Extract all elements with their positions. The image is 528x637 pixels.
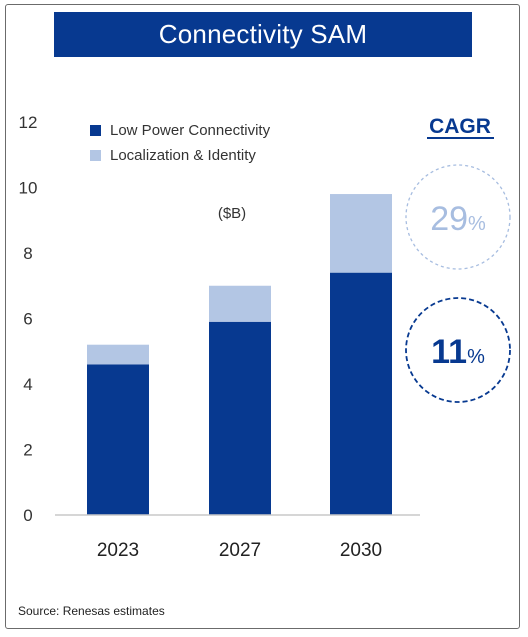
source-note: Source: Renesas estimates — [18, 604, 165, 618]
x-axis: 2023 2027 2030 — [97, 540, 382, 561]
unit-label: ($B) — [218, 205, 246, 222]
cagr-circle — [405, 164, 511, 270]
cagr-panel: CAGR 29% 11% — [405, 115, 511, 403]
y-tick-label: 4 — [23, 375, 32, 394]
cagr-header: CAGR — [429, 115, 491, 138]
bar-segment-low-power — [330, 272, 392, 515]
legend: Low Power Connectivity Localization & Ide… — [90, 122, 271, 164]
y-tick-label: 12 — [19, 113, 38, 132]
y-tick-label: 2 — [23, 441, 32, 460]
legend-label: Localization & Identity — [110, 147, 256, 164]
bar-segment-localization — [330, 194, 392, 273]
x-tick-label: 2023 — [97, 540, 139, 561]
bar-segment-localization — [209, 285, 271, 322]
y-tick-label: 0 — [23, 506, 32, 525]
x-tick-label: 2030 — [340, 540, 382, 561]
legend-swatch — [90, 150, 101, 161]
x-tick-label: 2027 — [219, 540, 261, 561]
bars — [87, 194, 392, 515]
legend-swatch — [90, 125, 101, 136]
chart-frame — [5, 4, 520, 629]
cagr-value: 29% — [430, 200, 486, 238]
legend-label: Low Power Connectivity — [110, 122, 271, 139]
cagr-value: 11% — [431, 333, 485, 371]
chart-title: Connectivity SAM — [54, 12, 472, 57]
bar-segment-localization — [87, 344, 149, 365]
y-tick-label: 8 — [23, 244, 32, 263]
y-tick-label: 10 — [19, 179, 38, 198]
cagr-circle — [405, 297, 511, 403]
bar-segment-low-power — [209, 321, 271, 515]
y-axis: 0 2 4 6 8 10 12 — [19, 113, 38, 525]
y-tick-label: 6 — [23, 310, 32, 329]
bar-segment-low-power — [87, 364, 149, 515]
